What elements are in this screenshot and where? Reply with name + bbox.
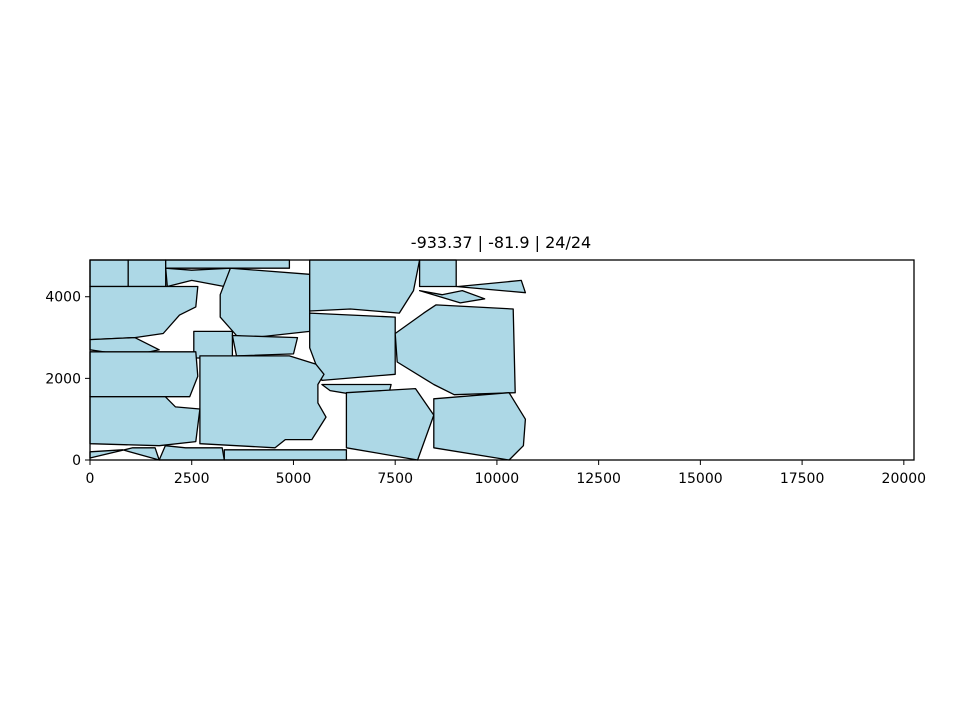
x-tick-label: 20000 xyxy=(882,471,927,487)
polygon-9 xyxy=(418,289,486,304)
x-axis: 0 2500 5000 7500 10000 12500 15000 17500 20000 xyxy=(86,460,927,487)
x-tick-label: 0 xyxy=(86,471,95,487)
polygon-16 xyxy=(89,351,199,398)
y-tick-label: 2000 xyxy=(45,371,81,387)
polygon-3 xyxy=(165,259,291,269)
axes-frame xyxy=(89,259,915,461)
polygon-layer xyxy=(89,259,527,461)
x-tick-label: 17500 xyxy=(780,471,825,487)
y-tick-label: 4000 xyxy=(45,290,81,306)
polygon-2 xyxy=(127,259,167,288)
y-axis: 0 2000 4000 xyxy=(45,290,90,469)
polygon-19 xyxy=(345,387,435,461)
x-tick-label: 2500 xyxy=(174,471,210,487)
x-tick-label: 7500 xyxy=(377,471,413,487)
chart-title: -933.37 | -81.9 | 24/24 xyxy=(411,233,591,252)
polygon-21 xyxy=(89,396,201,447)
polygon-23 xyxy=(158,445,225,461)
polygon-10 xyxy=(455,279,527,294)
polygon-7 xyxy=(309,259,421,314)
polygon-5 xyxy=(89,285,199,341)
x-tick-label: 15000 xyxy=(678,471,723,487)
polygon-22 xyxy=(89,447,160,461)
x-tick-label: 5000 xyxy=(276,471,312,487)
polygon-6 xyxy=(219,267,311,339)
polygon-4 xyxy=(165,267,232,288)
polygon-1 xyxy=(89,259,129,288)
polygon-24 xyxy=(223,449,348,461)
polygon-17 xyxy=(199,355,327,449)
polygon-14 xyxy=(309,312,396,382)
polygon-20 xyxy=(433,392,527,461)
y-tick-label: 0 xyxy=(72,453,81,469)
x-tick-label: 10000 xyxy=(475,471,520,487)
polygon-8 xyxy=(418,259,457,288)
polygon-12 xyxy=(193,330,234,359)
x-tick-label: 12500 xyxy=(576,471,621,487)
polygon-15 xyxy=(394,304,516,396)
polygon-13 xyxy=(231,334,299,357)
